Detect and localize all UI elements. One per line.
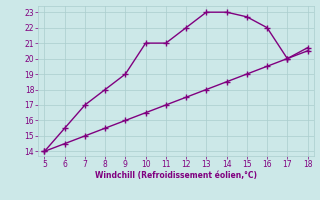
X-axis label: Windchill (Refroidissement éolien,°C): Windchill (Refroidissement éolien,°C)	[95, 171, 257, 180]
